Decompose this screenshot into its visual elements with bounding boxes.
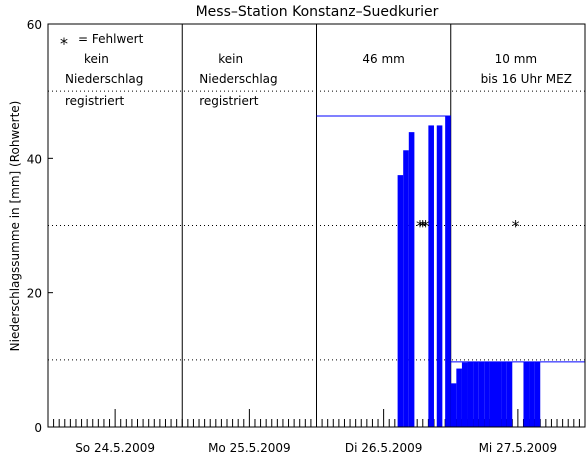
x-day-label-3: Mi 27.5.2009	[479, 441, 558, 455]
bar-0	[397, 175, 404, 427]
legend-symbol: *	[60, 34, 68, 53]
bar-12	[484, 361, 490, 427]
legend-label: = Fehlwert	[78, 32, 144, 46]
bar-3	[428, 125, 434, 428]
x-day-label-0: So 24.5.2009	[75, 441, 155, 455]
bar-17	[523, 361, 530, 427]
bar-18	[529, 361, 535, 427]
missing-value-markers: *** *	[416, 217, 520, 236]
bar-11	[478, 361, 485, 427]
plot-frame	[47, 23, 586, 428]
day-0-annotation-line-0: kein	[84, 52, 109, 66]
y-tick-label: 40	[27, 152, 42, 166]
missing-value-marker-2: *	[422, 217, 430, 236]
y-tick-label: 60	[27, 18, 42, 32]
day-3-annotation-line-1: bis 16 Uhr MEZ	[481, 72, 572, 86]
day-3-annotation-line-0: 10 mm	[495, 52, 537, 66]
bar-15	[501, 361, 507, 427]
day-1-annotation-line-2: registriert	[199, 94, 259, 108]
missing-value-marker-0: *	[416, 217, 424, 236]
bar-8	[461, 362, 468, 427]
bar-6	[450, 383, 457, 427]
y-axis-label: Niederschlagssumme in [mm] (Rohwerte)	[8, 101, 22, 352]
day-1-annotation-line-0: kein	[218, 52, 243, 66]
missing-value-marker-1: *	[419, 217, 427, 236]
y-tick-label: 0	[34, 421, 42, 435]
bar-5	[445, 116, 451, 427]
bar-4	[436, 125, 443, 428]
bar-9	[467, 361, 474, 427]
bar-10	[473, 361, 479, 427]
bar-14	[495, 361, 502, 427]
x-day-label-1: Mo 25.5.2009	[208, 441, 291, 455]
bar-series	[397, 116, 541, 428]
y-tick-label: 20	[27, 287, 42, 301]
bar-7	[456, 368, 462, 427]
bar-13	[489, 361, 496, 427]
bar-1	[403, 150, 409, 428]
bar-2	[408, 132, 415, 427]
axis-labels: 0 20 40 60 So 24.5.2009 Mo 25.5.2009 Di 26.5.2…	[27, 18, 557, 455]
day-1-annotation-line-1: Niederschlag	[199, 72, 277, 86]
missing-value-marker-3: *	[512, 217, 520, 236]
daily-total-lines	[316, 115, 585, 363]
chart-title: Mess–Station Konstanz–Suedkurier	[196, 4, 439, 20]
day-0-annotation-line-2: registriert	[65, 94, 125, 108]
bar-19	[534, 361, 541, 427]
day-0-annotation-line-1: Niederschlag	[65, 72, 143, 86]
x-day-label-2: Di 26.5.2009	[345, 441, 422, 455]
plot-border	[47, 23, 586, 428]
bar-16	[506, 361, 513, 427]
legend: * = Fehlwert	[60, 32, 144, 53]
day-2-annotation-line-0: 46 mm	[362, 52, 404, 66]
day-annotations: kein Niederschlag registriert kein Niedersch…	[65, 52, 572, 108]
